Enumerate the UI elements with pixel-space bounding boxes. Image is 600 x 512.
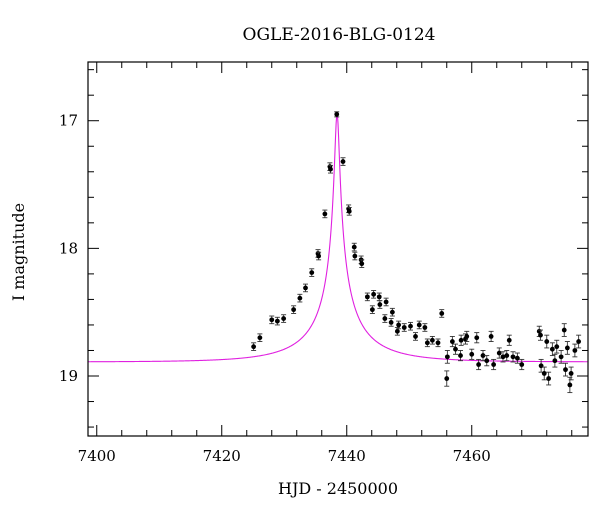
data-point xyxy=(476,362,482,367)
data-point xyxy=(474,335,480,341)
data-point xyxy=(413,334,418,339)
data-point xyxy=(364,294,370,300)
data-point xyxy=(500,354,506,360)
data-point xyxy=(504,353,510,358)
data-point xyxy=(291,307,297,313)
data-point xyxy=(444,354,450,360)
data-point xyxy=(563,367,568,373)
data-point xyxy=(552,358,558,364)
data-point xyxy=(422,325,428,330)
data-point xyxy=(464,334,470,339)
data-point xyxy=(458,353,463,358)
data-point xyxy=(281,316,287,321)
data-point xyxy=(396,322,402,328)
data-point xyxy=(388,319,394,325)
x-tick-label: 7440 xyxy=(328,447,366,465)
x-tick-label: 7420 xyxy=(203,447,241,465)
data-point xyxy=(444,376,450,381)
data-point xyxy=(251,344,257,350)
data-point xyxy=(458,337,464,343)
data-point xyxy=(309,270,315,276)
data-point xyxy=(564,345,570,351)
x-tick-label: 7460 xyxy=(453,447,491,465)
data-point xyxy=(453,346,458,352)
data-point xyxy=(549,346,555,352)
data-point xyxy=(401,325,407,330)
data-point xyxy=(371,291,377,297)
data-point xyxy=(274,318,280,324)
data-point xyxy=(316,253,322,259)
data-point xyxy=(510,354,516,360)
data-point xyxy=(334,111,340,117)
data-point xyxy=(408,323,413,329)
data-point xyxy=(576,339,582,344)
axis-ticks: 7400 7420 7440 7460 17 18 19 xyxy=(59,62,588,465)
data-point xyxy=(567,382,573,388)
data-point xyxy=(572,348,578,353)
data-point xyxy=(519,362,525,367)
x-axis-label: HJD - 2450000 xyxy=(278,479,398,498)
data-point xyxy=(346,208,352,214)
data-point xyxy=(435,340,441,346)
data-point xyxy=(544,339,550,344)
data-point xyxy=(297,295,303,301)
y-tick-label: 17 xyxy=(59,112,78,130)
data-point xyxy=(383,299,389,305)
data-point xyxy=(449,339,455,344)
data-point xyxy=(429,337,435,343)
data-point xyxy=(340,159,346,164)
data-point xyxy=(496,350,502,356)
data-point xyxy=(369,307,375,313)
data-point xyxy=(377,302,383,307)
y-tick-label: 18 xyxy=(59,239,78,257)
data-point xyxy=(424,340,430,346)
plot-frame xyxy=(87,61,589,437)
y-tick-label: 19 xyxy=(59,367,78,385)
data-point xyxy=(488,334,494,339)
data-point xyxy=(394,328,400,334)
data-point xyxy=(416,322,422,328)
data-point xyxy=(351,244,357,250)
data-point xyxy=(257,335,263,341)
data-point xyxy=(322,211,328,217)
data-point xyxy=(558,354,564,360)
data-point xyxy=(328,166,333,172)
data-point xyxy=(541,371,547,376)
data-point xyxy=(382,316,388,321)
data-point xyxy=(269,317,275,323)
data-point xyxy=(439,311,445,316)
data-point xyxy=(359,261,365,267)
data-point xyxy=(506,337,512,343)
data-point xyxy=(303,285,308,291)
model-curve-layer xyxy=(88,113,588,363)
data-point xyxy=(538,332,543,338)
data-points-layer xyxy=(251,111,582,394)
x-tick-label: 7400 xyxy=(78,447,116,465)
data-point xyxy=(568,371,574,376)
model-curve xyxy=(88,113,588,363)
data-point xyxy=(484,358,490,364)
data-point xyxy=(561,327,567,333)
data-point xyxy=(554,344,560,350)
data-point xyxy=(469,351,475,357)
data-point xyxy=(352,253,358,259)
y-axis-label: I magnitude xyxy=(9,203,28,301)
data-point xyxy=(546,376,552,381)
data-point xyxy=(389,309,395,315)
chart-title: OGLE-2016-BLG-0124 xyxy=(243,25,436,45)
data-point xyxy=(514,355,520,361)
data-point xyxy=(491,362,497,367)
data-point xyxy=(376,294,382,300)
data-point xyxy=(480,353,486,358)
